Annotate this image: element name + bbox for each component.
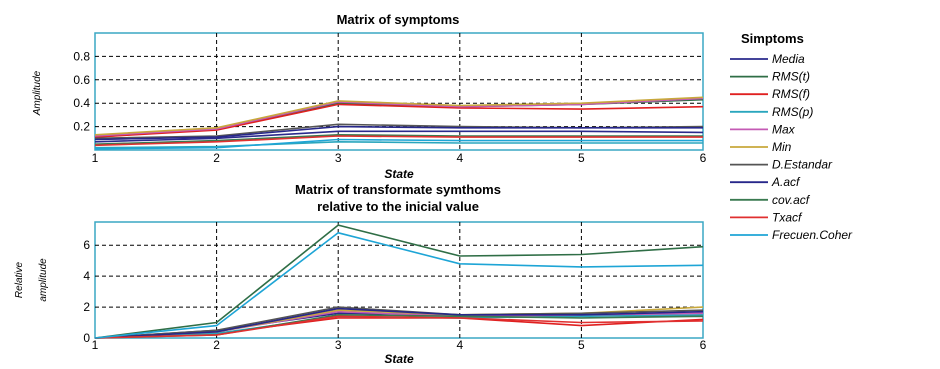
chart-bottom-ytick-label: 2 xyxy=(83,300,90,314)
chart-top-xtick-label: 4 xyxy=(456,151,463,165)
legend-items: Media RMS(t) RMS(f) RMS(p) Max Min D.Estandar A… xyxy=(730,52,853,242)
chart-bottom-xtick-label: 1 xyxy=(92,338,99,352)
chart-bottom-title-line-1: Matrix of transformate symthoms xyxy=(295,182,501,197)
chart-top: Matrix of symptoms 0.2 0.4 0.6 0.8 1 2 3 4 5 6 S… xyxy=(32,12,707,181)
legend-label-min: Min xyxy=(772,140,792,154)
legend-label-max: Max xyxy=(772,122,796,136)
chart-top-series xyxy=(94,96,704,150)
chart-top-xtick-label: 1 xyxy=(92,151,99,165)
chart-bottom-ylabel-line-1: Relative xyxy=(14,262,25,299)
legend-label-txacf: Txacf xyxy=(772,210,803,224)
chart-top-xtick-label: 6 xyxy=(700,151,707,165)
chart-bottom-series-rms-t xyxy=(94,224,704,339)
legend-title: Simptoms xyxy=(741,31,804,46)
chart-top-series-frecuen-coher xyxy=(94,138,703,150)
legend-label-d-estandar: D.Estandar xyxy=(772,158,833,172)
chart-top-series-media xyxy=(94,130,704,143)
chart-bottom-xlabel: State xyxy=(384,352,414,366)
chart-bottom-ytick-label: 6 xyxy=(83,238,90,252)
chart-bottom-xtick-label: 4 xyxy=(456,338,463,352)
legend-label-cov-acf: cov.acf xyxy=(772,193,811,207)
chart-top-y-ticks: 0.2 0.4 0.6 0.8 xyxy=(73,49,90,133)
chart-top-series-rms-f xyxy=(94,103,704,138)
chart-top-xtick-label: 3 xyxy=(335,151,342,165)
chart-top-title: Matrix of symptoms xyxy=(337,12,460,27)
chart-bottom-series-frecuen-coher xyxy=(94,231,704,339)
chart-top-series-rms-p xyxy=(94,140,703,149)
chart-bottom-xtick-label: 5 xyxy=(578,338,585,352)
chart-bottom-series-txacf xyxy=(94,315,704,339)
chart-bottom-plot-area xyxy=(94,221,704,339)
chart-bottom-ytick-label: 4 xyxy=(83,269,90,283)
chart-top-ylabel: Amplitude xyxy=(32,70,43,116)
chart-bottom-ytick-label: 0 xyxy=(83,331,90,345)
legend-label-frecuen-coher: Frecuen.Coher xyxy=(772,228,853,242)
legend-label-a-acf: A.acf xyxy=(771,175,801,189)
chart-top-ytick-label: 0.8 xyxy=(73,49,90,63)
chart-bottom-x-ticks: 1 2 3 4 5 6 xyxy=(92,338,707,352)
chart-top-series-a-acf xyxy=(94,125,703,141)
legend-label-rms-t: RMS(t) xyxy=(772,70,810,84)
legend: Simptoms Media RMS(t) RMS(f) RMS(p) Max Min D.… xyxy=(730,31,853,242)
chart-top-ytick-label: 0.4 xyxy=(73,96,90,110)
chart-bottom-xtick-label: 3 xyxy=(335,338,342,352)
chart-bottom-xtick-label: 6 xyxy=(700,338,707,352)
chart-top-xtick-label: 2 xyxy=(213,151,220,165)
chart-bottom: Matrix of transformate symthoms relative… xyxy=(14,182,707,366)
legend-label-media: Media xyxy=(772,52,805,66)
chart-bottom-series-a-acf xyxy=(94,307,704,339)
chart-top-ytick-label: 0.6 xyxy=(73,73,90,87)
chart-top-series-cov-acf xyxy=(94,133,703,145)
legend-label-rms-f: RMS(f) xyxy=(772,87,810,101)
chart-top-xlabel: State xyxy=(384,167,414,181)
chart-bottom-title-line-2: relative to the inicial value xyxy=(317,199,479,214)
chart-top-series-max xyxy=(94,97,704,137)
chart-top-x-ticks: 1 2 3 4 5 6 xyxy=(92,151,707,165)
chart-top-series-min xyxy=(94,96,704,136)
chart-bottom-series xyxy=(94,224,704,339)
chart-top-series-txacf xyxy=(94,135,703,147)
chart-top-xtick-label: 5 xyxy=(578,151,585,165)
chart-top-ytick-label: 0.2 xyxy=(73,120,90,134)
chart-bottom-grid xyxy=(95,222,703,338)
chart-bottom-ylabel-line-2: amplitude xyxy=(38,258,49,302)
chart-bottom-xtick-label: 2 xyxy=(213,338,220,352)
legend-label-rms-p: RMS(p) xyxy=(772,105,813,119)
chart-bottom-y-ticks: 0 2 4 6 xyxy=(83,238,90,345)
